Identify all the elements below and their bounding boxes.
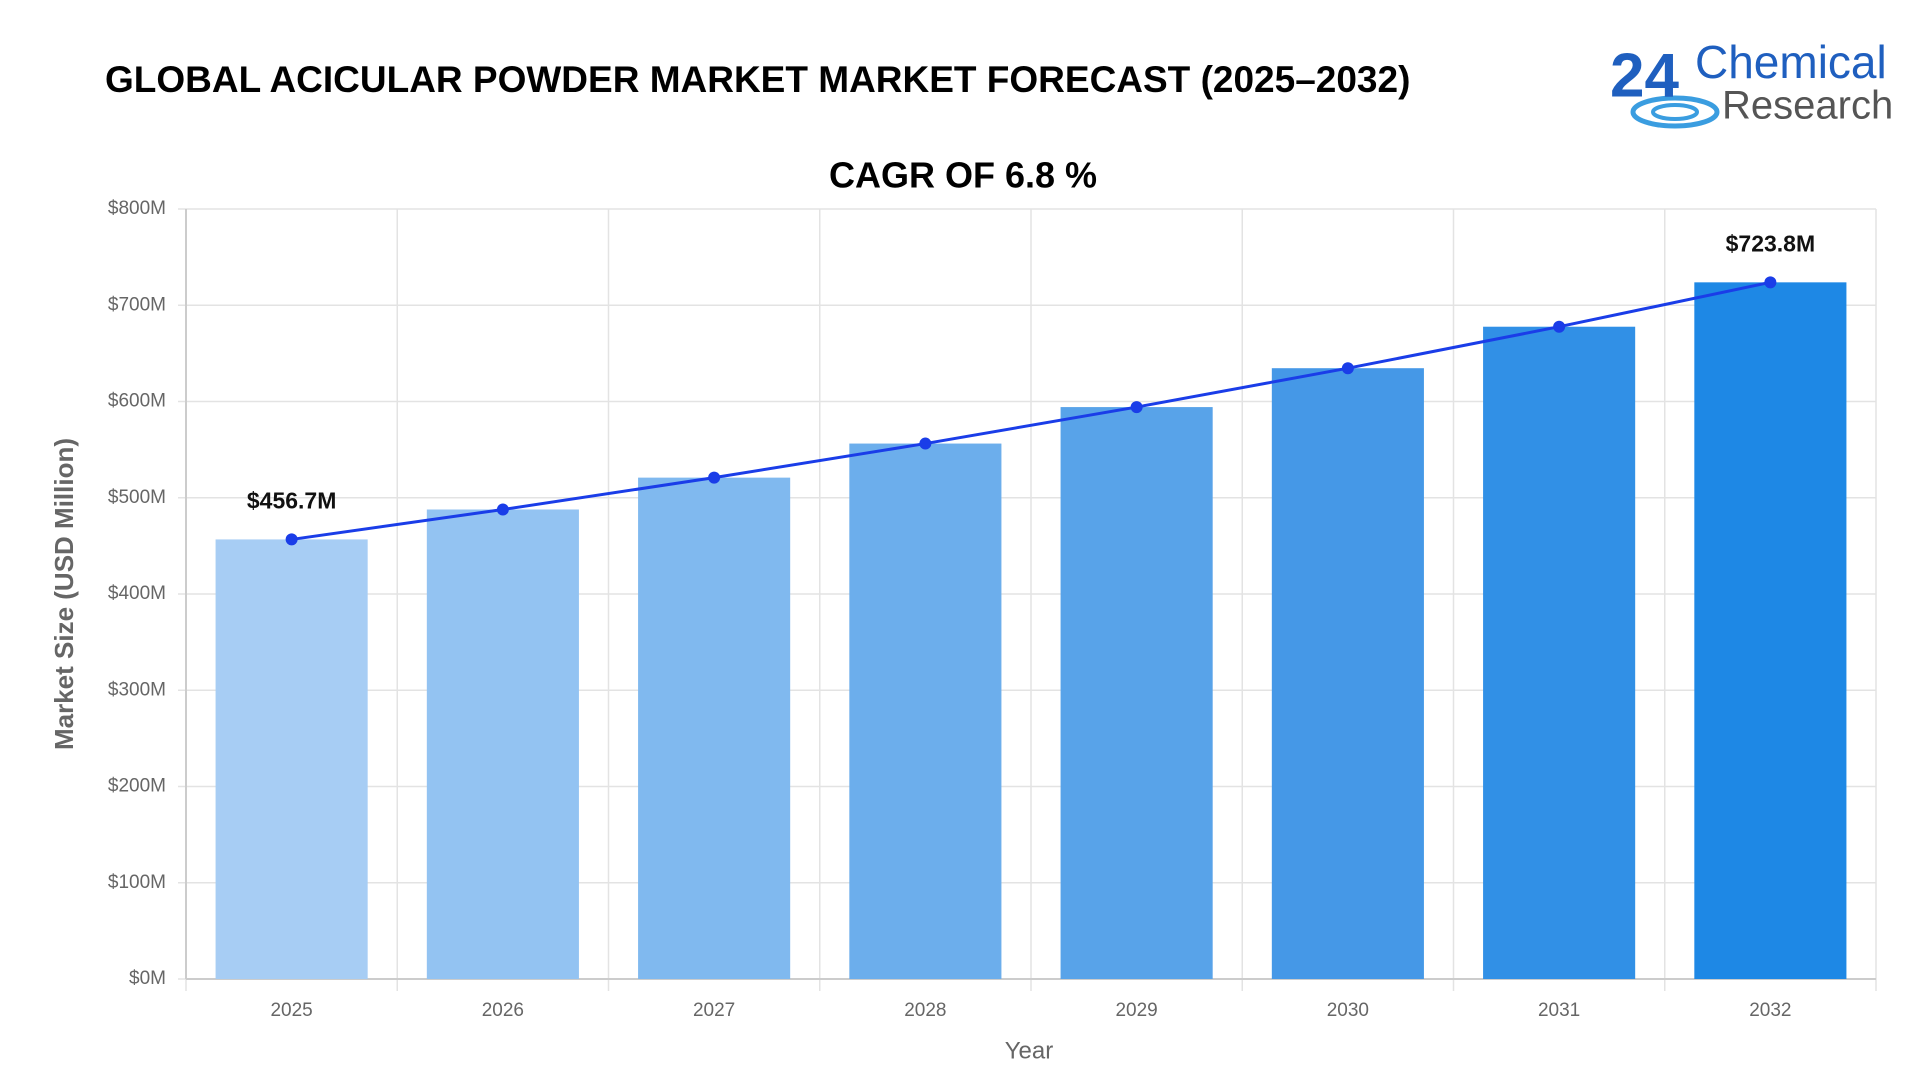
trend-point xyxy=(919,437,932,450)
y-tick-label: $600M xyxy=(108,391,166,412)
data-label: $456.7M xyxy=(247,488,337,514)
x-tick-label: 2028 xyxy=(904,1000,946,1021)
trend-point xyxy=(1130,401,1143,414)
trend-point xyxy=(496,503,509,516)
trend-point xyxy=(1553,320,1566,333)
bar xyxy=(1271,368,1424,979)
logo-ring xyxy=(1651,103,1699,121)
trend-point xyxy=(708,471,721,484)
x-tick-label: 2027 xyxy=(693,1000,735,1021)
trend-point xyxy=(1341,362,1354,375)
x-tick-label: 2029 xyxy=(1115,1000,1157,1021)
bar xyxy=(215,539,368,979)
x-tick-label: 2026 xyxy=(482,1000,524,1021)
y-tick-label: $200M xyxy=(108,776,166,797)
chart-subtitle: CAGR OF 6.8 % xyxy=(829,155,1097,196)
x-tick-label: 2030 xyxy=(1327,1000,1369,1021)
logo-number: 24 xyxy=(1610,41,1679,110)
y-axis-label: Market Size (USD Million) xyxy=(49,438,79,750)
logo-ring xyxy=(1630,95,1720,129)
y-tick-label: $400M xyxy=(108,583,166,604)
bar xyxy=(849,443,1002,979)
y-tick-label: $0M xyxy=(129,968,166,989)
y-tick-label: $700M xyxy=(108,294,166,315)
trend-point xyxy=(1764,276,1777,289)
y-tick-label: $300M xyxy=(108,679,166,700)
chart-title: GLOBAL ACICULAR POWDER MARKET MARKET FOR… xyxy=(105,59,1410,100)
bar xyxy=(1060,407,1213,979)
trend-point xyxy=(285,533,298,546)
y-tick-label: $500M xyxy=(108,487,166,508)
bar xyxy=(1483,326,1636,979)
x-tick-label: 2025 xyxy=(270,1000,312,1021)
y-tick-label: $800M xyxy=(108,198,166,219)
bar xyxy=(426,509,579,979)
trend-line xyxy=(291,280,1771,541)
y-tick-label: $100M xyxy=(108,872,166,893)
x-tick-label: 2032 xyxy=(1749,1000,1791,1021)
bar xyxy=(638,477,791,979)
logo-text: Research xyxy=(1722,84,1893,128)
x-axis-label: Year xyxy=(1005,1037,1054,1064)
logo-text: Chemical xyxy=(1695,36,1887,88)
logo: 24 Chemical Research xyxy=(1610,36,1893,129)
x-tick-label: 2031 xyxy=(1538,1000,1580,1021)
bar xyxy=(1694,282,1847,979)
data-label: $723.8M xyxy=(1726,230,1816,256)
